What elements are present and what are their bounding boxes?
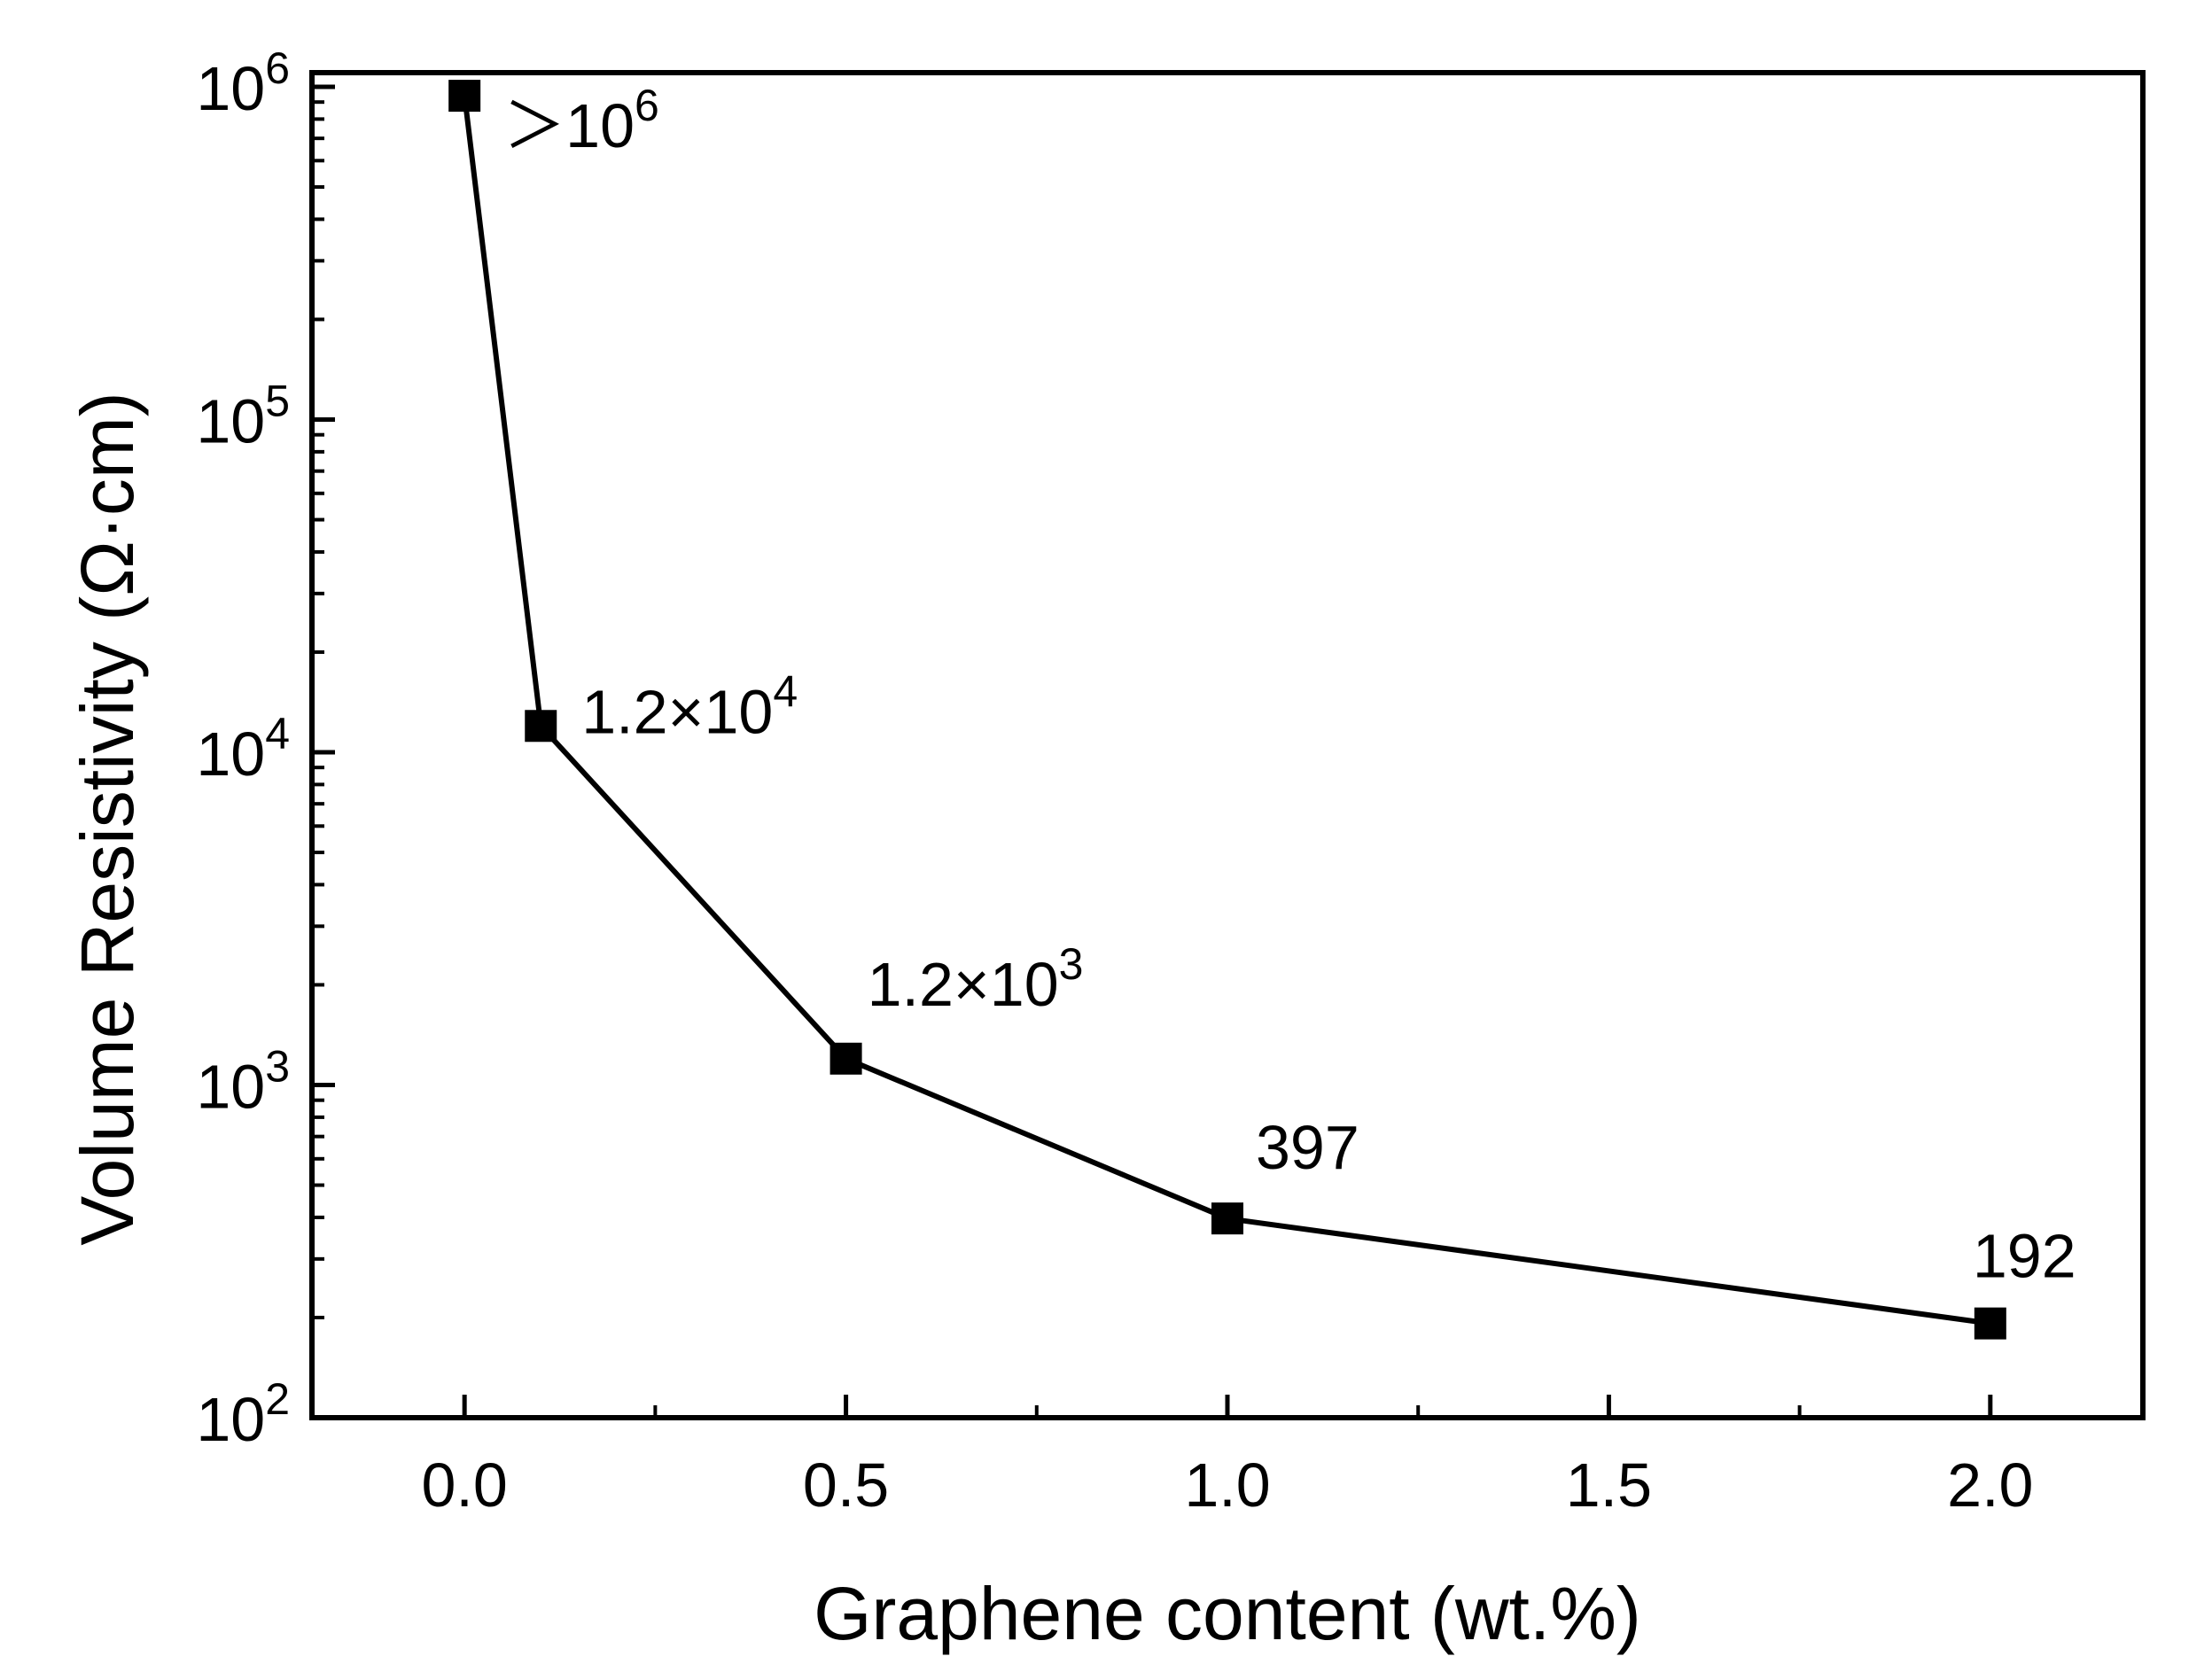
data-point-marker <box>1211 1202 1243 1235</box>
data-label: 1.2×103 <box>868 939 1084 1019</box>
x-tick-label: 0.5 <box>803 1450 889 1520</box>
data-label: ＞106 <box>503 81 659 160</box>
x-tick-label: 2.0 <box>1947 1450 2033 1520</box>
y-tick-label: 102 <box>196 1374 290 1454</box>
y-tick-label: 104 <box>196 709 290 789</box>
y-axis-label: Volume Resistivity (Ω·cm) <box>66 392 149 1246</box>
x-axis: 0.0 0.5 1.0 1.5 2.0 <box>422 1395 2033 1520</box>
data-label: 1.2×104 <box>581 666 798 746</box>
data-point-marker <box>830 1042 862 1075</box>
data-point-marker <box>525 710 557 743</box>
x-axis-label: Graphene content (wt.%) <box>814 1572 1641 1655</box>
x-tick-label: 0.0 <box>422 1450 508 1520</box>
annotation-layer: ＞106 1.2×104 1.2×103 397 192 <box>503 81 2076 1291</box>
data-point-marker <box>1974 1307 2006 1340</box>
y-tick-label: 105 <box>196 377 290 456</box>
x-tick-label: 1.5 <box>1566 1450 1652 1520</box>
data-label: 192 <box>1973 1222 2076 1291</box>
data-label: 397 <box>1256 1113 1359 1182</box>
y-axis: 102 103 104 105 106 <box>196 43 335 1454</box>
series-layer <box>448 80 2006 1340</box>
data-point-marker <box>448 80 481 113</box>
x-tick-label: 1.0 <box>1184 1450 1270 1520</box>
y-tick-label: 103 <box>196 1042 290 1122</box>
y-tick-label: 106 <box>196 43 290 123</box>
